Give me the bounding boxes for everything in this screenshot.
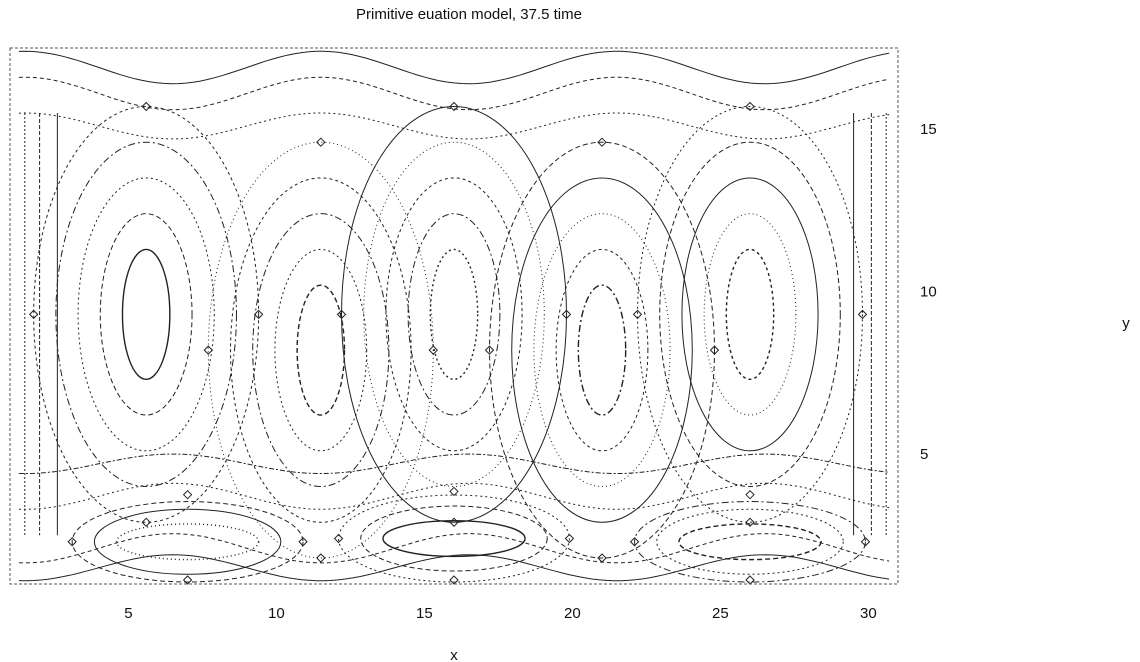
y-tick-label: 5 (920, 446, 928, 463)
contour-marker (745, 517, 755, 527)
plot-frame (9, 47, 899, 585)
contour-marker (745, 575, 755, 585)
contour-marker (597, 137, 607, 147)
contour-line (93, 508, 282, 575)
contour-marker (428, 345, 438, 355)
contour-line (678, 523, 822, 561)
contour-marker (484, 345, 495, 355)
x-tick-label: 25 (712, 605, 729, 622)
contour-marker (182, 575, 193, 585)
contour-marker (141, 101, 151, 112)
contour-marker (449, 575, 459, 585)
contour-marker (745, 101, 755, 112)
contour-marker (857, 309, 868, 320)
contour-line (77, 177, 215, 452)
contour-line (634, 501, 866, 583)
contour-line (338, 494, 570, 583)
contour-marker (141, 517, 151, 527)
contour-marker (860, 537, 871, 547)
top-contour (18, 50, 890, 85)
contour-line (341, 105, 567, 523)
contour-line (363, 141, 545, 488)
contour-marker (316, 137, 326, 147)
contour-marker (449, 101, 459, 112)
contour-line (274, 248, 368, 452)
contour-line (429, 248, 479, 381)
contour-line (407, 213, 501, 416)
contour-marker (561, 309, 572, 320)
contour-line (577, 284, 627, 416)
plot-border (9, 47, 899, 585)
top-contour (18, 112, 890, 140)
contour-lines (18, 50, 890, 585)
y-tick-label: 15 (920, 121, 937, 138)
x-tick-label: 30 (860, 605, 877, 622)
contour-marker (745, 489, 755, 500)
y-tick-label: 10 (920, 284, 937, 301)
contour-line (296, 284, 346, 416)
y-tick-labels: 5 10 15 (920, 121, 937, 463)
contour-line (99, 213, 193, 416)
contour-line (385, 177, 523, 452)
x-tick-label: 15 (416, 605, 433, 622)
contour-marker (629, 537, 640, 547)
contour-line (489, 141, 715, 559)
contour-marker (632, 309, 643, 320)
contour-line (656, 508, 844, 575)
x-tick-label: 20 (564, 605, 581, 622)
contour-marker (298, 537, 308, 547)
contour-line (681, 177, 819, 452)
x-tick-label: 10 (268, 605, 285, 622)
contour-line (207, 141, 434, 559)
contour-line (33, 105, 260, 523)
chart-title: Primitive euation model, 37.5 time (356, 6, 582, 23)
y-axis-label: y (1122, 315, 1130, 332)
bottom-contour (18, 554, 890, 582)
contour-marker (333, 533, 344, 544)
contour-line (360, 505, 548, 572)
contour-line (511, 177, 693, 523)
bottom-contour (18, 533, 890, 564)
contour-line (703, 213, 797, 416)
contour-marker (449, 486, 459, 497)
contour-marker (316, 553, 326, 563)
contour-marker (67, 537, 77, 547)
x-tick-labels: 5 10 15 20 25 30 (124, 605, 877, 622)
contour-marker (203, 345, 214, 355)
x-axis-label: x (450, 647, 458, 662)
x-tick-label: 5 (124, 605, 132, 622)
contour-marker (336, 309, 347, 320)
contour-line (55, 141, 237, 488)
contour-line (533, 213, 671, 488)
contour-line (382, 519, 526, 558)
top-contour (18, 76, 890, 111)
contour-marker (564, 533, 575, 544)
contour-line (121, 248, 171, 381)
contour-line (230, 177, 412, 523)
contour-marker (709, 345, 720, 355)
contour-line (659, 141, 841, 488)
contour-marker (182, 489, 193, 500)
contour-line (555, 248, 649, 452)
contour-line (637, 105, 863, 523)
contour-line (252, 213, 390, 488)
contour-marker (28, 309, 39, 320)
contour-line (725, 248, 775, 381)
contour-line (115, 523, 260, 561)
contour-line (71, 501, 304, 583)
bottom-contour (18, 453, 890, 474)
contour-marker (253, 309, 264, 320)
